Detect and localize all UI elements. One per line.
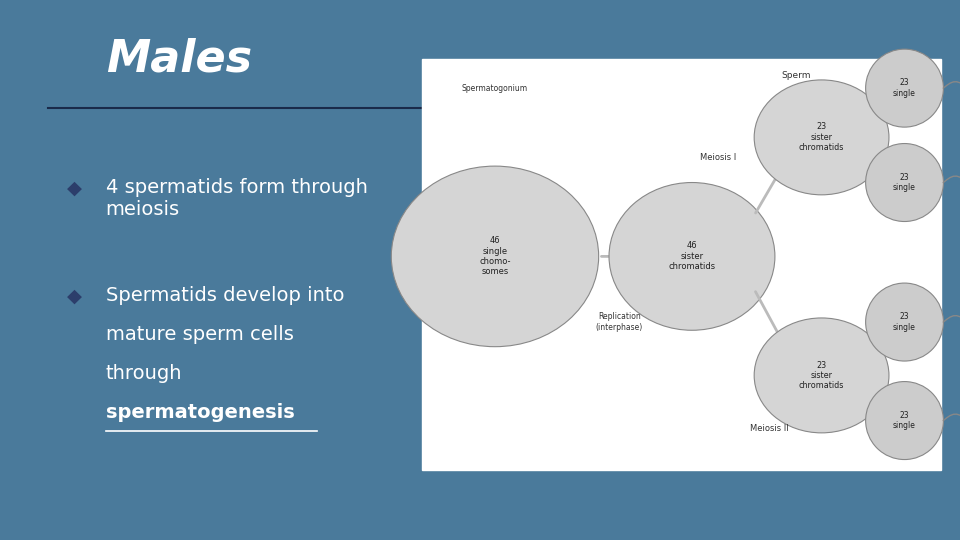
Ellipse shape — [866, 144, 944, 221]
Ellipse shape — [609, 183, 775, 330]
Text: ◆: ◆ — [67, 178, 83, 197]
Text: through: through — [106, 364, 182, 383]
Ellipse shape — [866, 382, 944, 460]
Text: 23
sister
chromatids: 23 sister chromatids — [799, 361, 844, 390]
Ellipse shape — [866, 49, 944, 127]
Ellipse shape — [755, 318, 889, 433]
Ellipse shape — [392, 166, 599, 347]
Text: 23
single: 23 single — [893, 411, 916, 430]
Text: ◆: ◆ — [67, 286, 83, 305]
Text: 23
single: 23 single — [893, 173, 916, 192]
Text: 4 spermatids form through
meiosis: 4 spermatids form through meiosis — [106, 178, 368, 219]
Text: 23
sister
chromatids: 23 sister chromatids — [799, 123, 844, 152]
Text: Spermatogonium: Spermatogonium — [462, 84, 528, 93]
Text: mature sperm cells: mature sperm cells — [106, 325, 294, 344]
Text: 23
single: 23 single — [893, 312, 916, 332]
Ellipse shape — [755, 80, 889, 195]
Text: Meiosis I: Meiosis I — [700, 153, 736, 163]
Text: Males: Males — [106, 38, 252, 81]
Text: 46
sister
chromatids: 46 sister chromatids — [668, 241, 715, 271]
Text: spermatogenesis: spermatogenesis — [106, 403, 295, 422]
Text: Replication
(interphase): Replication (interphase) — [596, 312, 643, 332]
Ellipse shape — [866, 283, 944, 361]
Text: 46
single
chomo-
somes: 46 single chomo- somes — [479, 237, 511, 276]
Text: Meiosis II: Meiosis II — [751, 424, 789, 433]
Text: 23
single: 23 single — [893, 78, 916, 98]
Text: Spermatids develop into: Spermatids develop into — [106, 286, 344, 305]
FancyBboxPatch shape — [422, 59, 941, 470]
Text: Sperm: Sperm — [780, 71, 810, 80]
